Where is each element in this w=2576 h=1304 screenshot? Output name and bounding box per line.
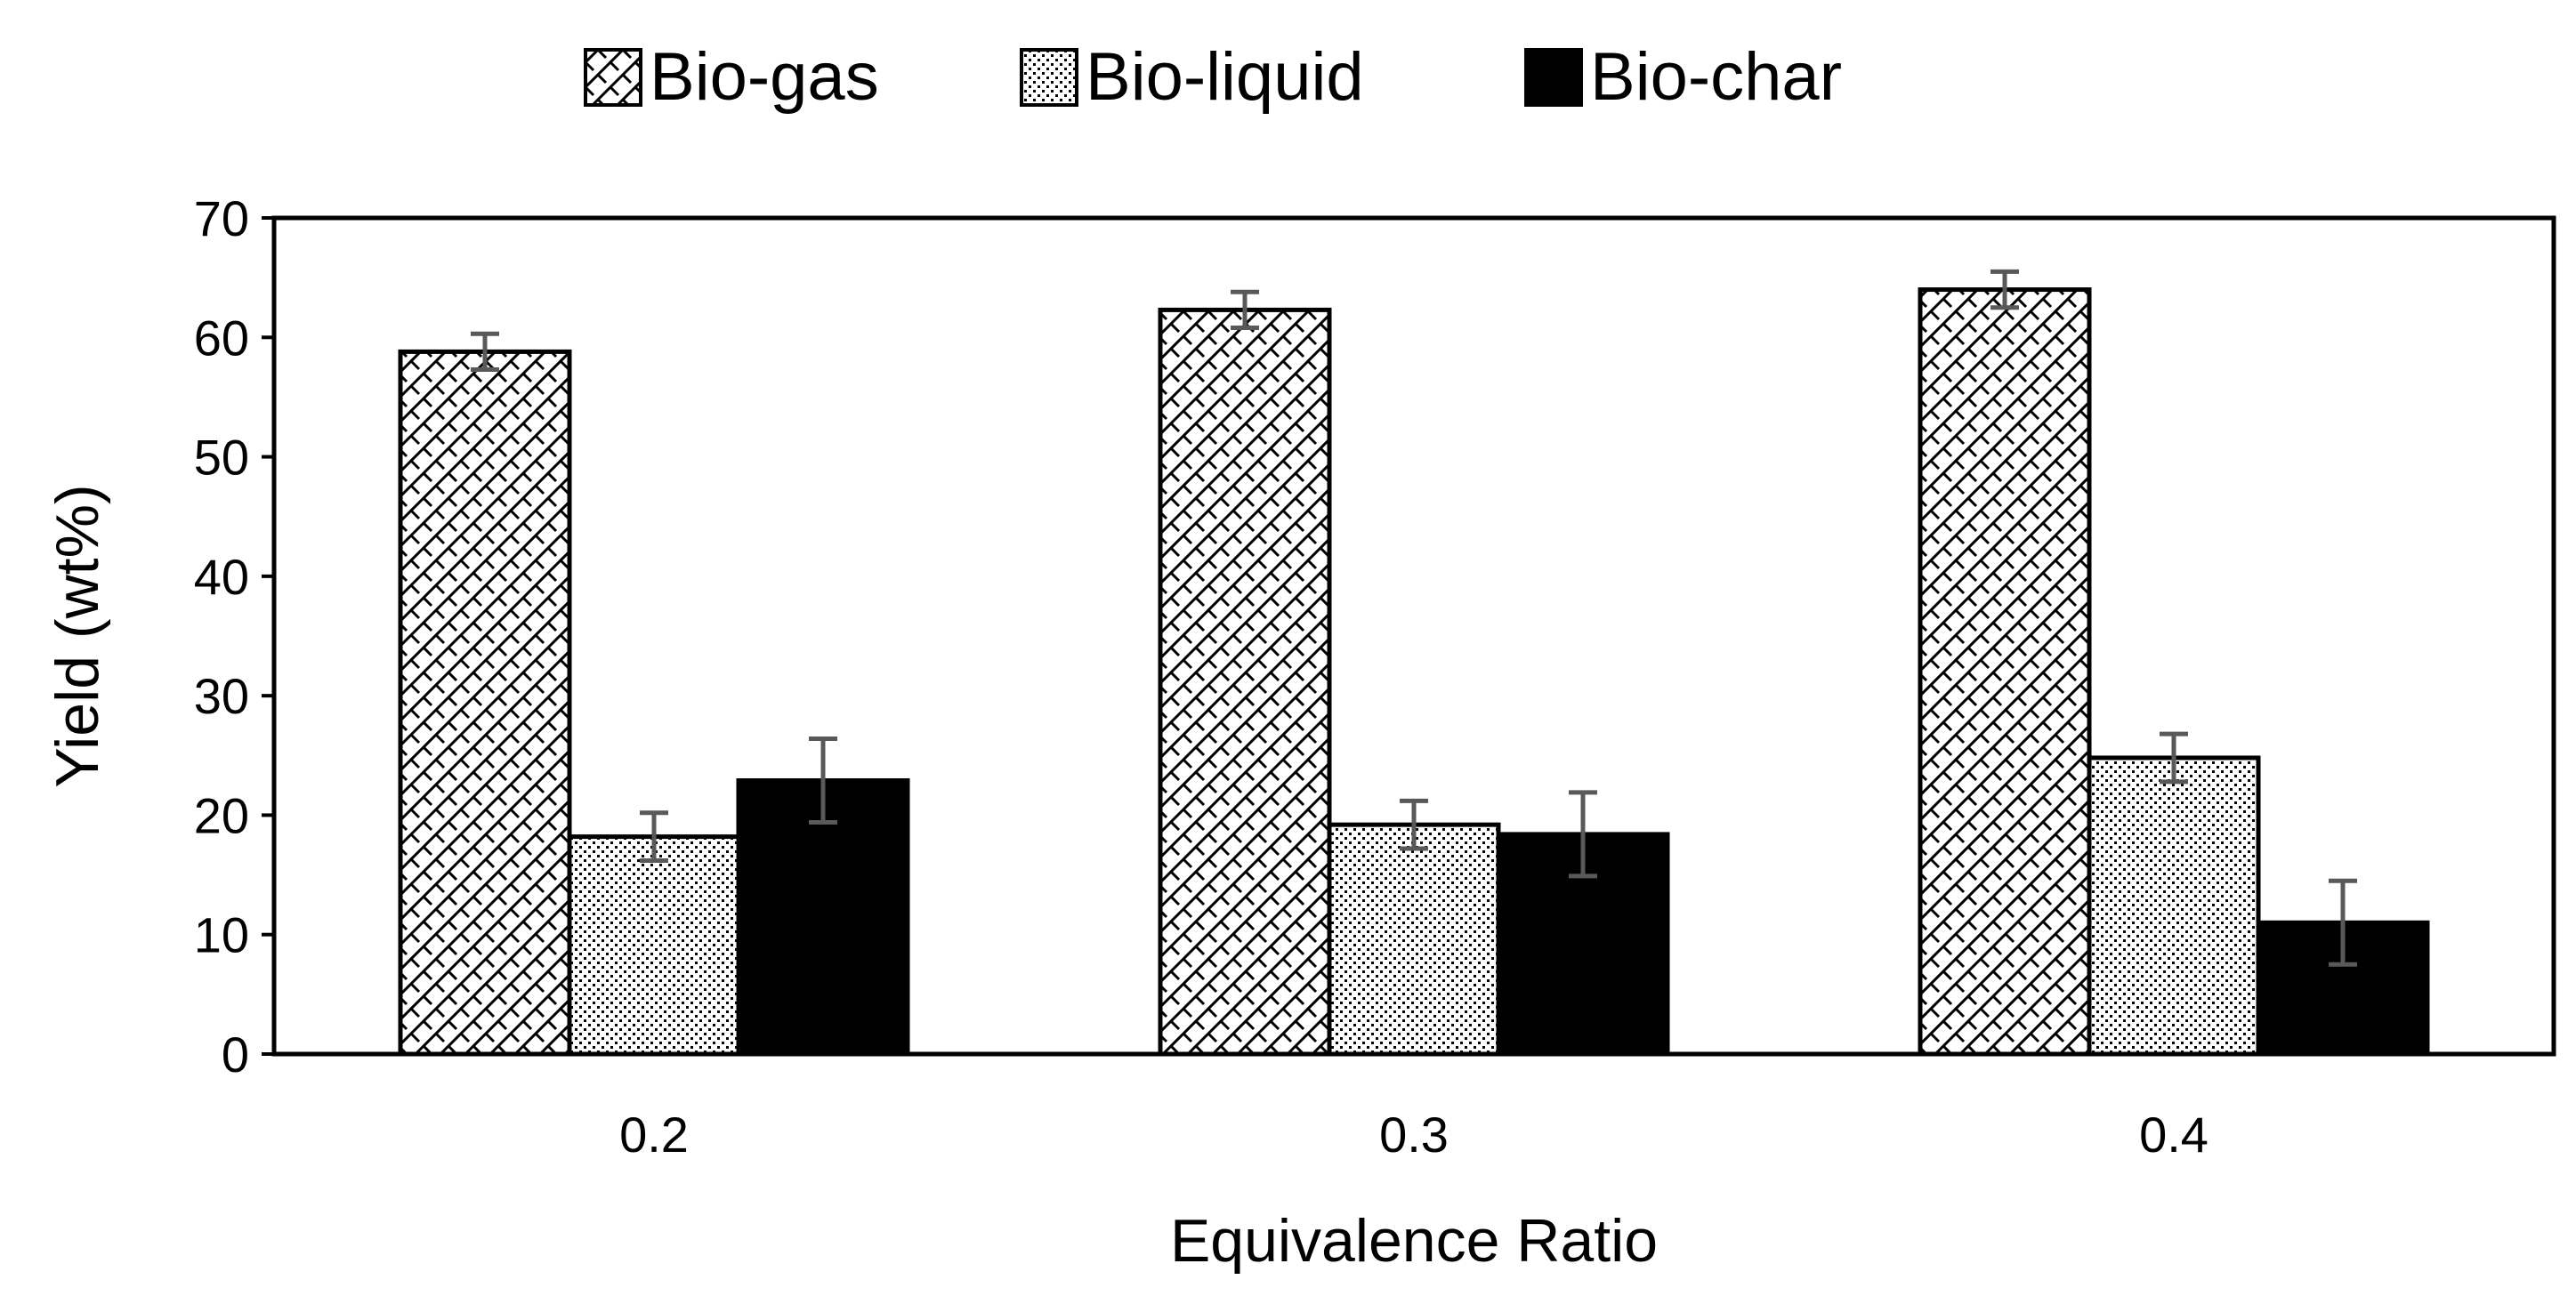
legend-swatch-bio-gas: [584, 48, 642, 107]
y-tick-label: 50: [194, 430, 249, 486]
y-tick-label: 20: [194, 787, 249, 843]
bar-bio-gas-0-4: [1918, 287, 2092, 1057]
y-tick-label: 0: [222, 1026, 249, 1083]
error-bar-bio-liquid-0-2: [640, 810, 668, 863]
legend-swatch-bio-char: [1524, 48, 1583, 107]
y-tick-label: 30: [194, 668, 249, 724]
y-tick-label: 70: [194, 190, 249, 246]
bar-bio-liquid-0-4: [2087, 755, 2261, 1057]
error-bar-bio-gas-0-4: [1991, 269, 2019, 310]
legend-label-bio-char: Bio-char: [1590, 39, 1842, 115]
legend-item-bio-liquid: Bio-liquid: [1020, 39, 1364, 115]
bar-bio-liquid-0-2: [567, 834, 741, 1057]
error-bar-bio-char-0-3: [1569, 790, 1597, 879]
bar-bio-gas-0-3: [1158, 307, 1332, 1057]
legend-label-bio-gas: Bio-gas: [650, 39, 879, 115]
y-tick-label: 60: [194, 310, 249, 366]
x-tick-label-0-2: 0.2: [619, 1107, 689, 1163]
x-tick-label-0-3: 0.3: [1379, 1107, 1449, 1163]
legend-swatch-bio-liquid: [1020, 48, 1078, 107]
bars: [398, 287, 2430, 1057]
legend: Bio-gas Bio-liquid Bio-char: [584, 39, 1842, 115]
x-axis-ticks: 0.2 0.3 0.4: [619, 1107, 2209, 1163]
error-bar-bio-liquid-0-4: [2160, 731, 2188, 785]
y-axis-ticks: 0 10 20 30 40 50 60 70: [194, 190, 274, 1083]
legend-label-bio-liquid: Bio-liquid: [1086, 39, 1364, 115]
y-axis-title: Yield (wt%): [44, 484, 111, 787]
legend-item-bio-gas: Bio-gas: [584, 39, 879, 115]
error-bar-bio-char-0-2: [809, 736, 837, 825]
error-bar-bio-liquid-0-3: [1400, 798, 1428, 851]
error-bar-bio-gas-0-2: [471, 331, 499, 373]
x-axis-title: Equivalence Ratio: [1170, 1207, 1658, 1275]
y-tick-label: 10: [194, 907, 249, 963]
bar-bio-liquid-0-3: [1327, 822, 1501, 1057]
y-tick-label: 40: [194, 549, 249, 605]
error-bars: [471, 269, 2357, 967]
error-bar-bio-char-0-4: [2329, 878, 2357, 967]
x-tick-label-0-4: 0.4: [2139, 1107, 2209, 1163]
error-bar-bio-gas-0-3: [1231, 289, 1259, 331]
legend-item-bio-char: Bio-char: [1524, 39, 1842, 115]
bar-bio-gas-0-2: [398, 349, 572, 1057]
